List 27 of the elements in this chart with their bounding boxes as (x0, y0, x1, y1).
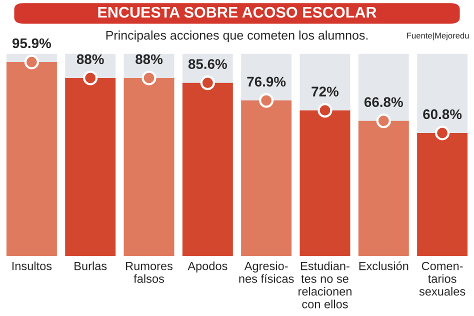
point (24, 54, 39, 70)
point (376, 114, 391, 128)
chart-title: ENCUESTA SOBRE ACOSO ESCOLAR (98, 6, 376, 18)
point (142, 70, 156, 86)
data-label: 88% (136, 54, 163, 64)
data-label: 88% (76, 54, 104, 64)
point (259, 93, 274, 108)
point (200, 76, 215, 90)
point (83, 70, 98, 86)
x-tick-label: Exclusión (359, 261, 408, 270)
x-tick-label: Insultos (12, 262, 52, 270)
x-tick-label: Comen- tarios sexuales (419, 262, 466, 296)
x-tick-label: Rumores falsos (126, 262, 173, 283)
data-label: 60.8% (423, 109, 462, 120)
x-tick-label: Agresio- nes físicas (239, 262, 294, 283)
x-tick-label: Burlas (74, 262, 107, 270)
source-note: Fuente|Mejoredu (407, 32, 469, 40)
point (435, 126, 450, 140)
data-label: 76.9% (247, 76, 286, 87)
x-tick-label: Estudian- tes no se relacionen con ellos (298, 262, 352, 308)
x-tick-label: Apodos (188, 262, 228, 273)
data-label: 85.6% (188, 59, 227, 69)
data-label: 95.9% (12, 38, 52, 48)
point (318, 103, 332, 118)
data-label: 72% (312, 86, 339, 96)
chart-subtitle: Principales acciones que cometen los alumnos. (106, 30, 368, 42)
data-label: 66.8% (364, 97, 403, 108)
